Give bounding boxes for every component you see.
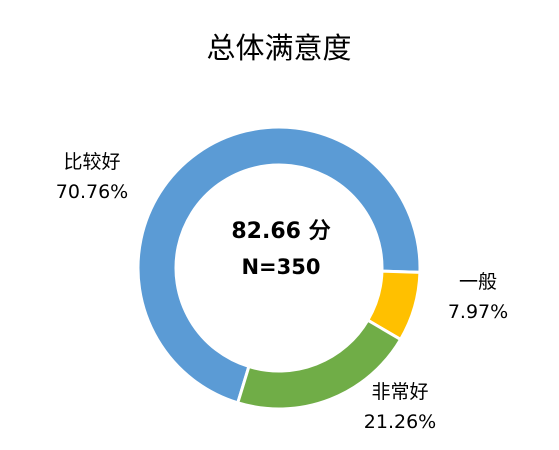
slice-category-label-bijiaohao: 比较好 bbox=[63, 151, 120, 173]
donut-slice-bijiaohao bbox=[136, 125, 422, 405]
slice-category-label-feichanghao: 非常好 bbox=[371, 381, 428, 403]
slice-labels: 比较好 70.76% 一般 7.97% 非常好 21.26% bbox=[56, 151, 508, 433]
slice-value-label-bijiaohao: 70.76% bbox=[56, 181, 128, 203]
slice-category-label-yiban: 一般 bbox=[459, 271, 497, 293]
center-sample-size-label: N=350 bbox=[241, 255, 320, 279]
center-score-label: 82.66 分 bbox=[231, 219, 330, 244]
slice-value-label-yiban: 7.97% bbox=[448, 301, 508, 323]
donut-slice-feichanghao bbox=[235, 318, 403, 411]
chart-title: 总体满意度 bbox=[206, 31, 351, 65]
donut-slices bbox=[136, 125, 422, 411]
slice-value-label-feichanghao: 21.26% bbox=[364, 411, 436, 433]
